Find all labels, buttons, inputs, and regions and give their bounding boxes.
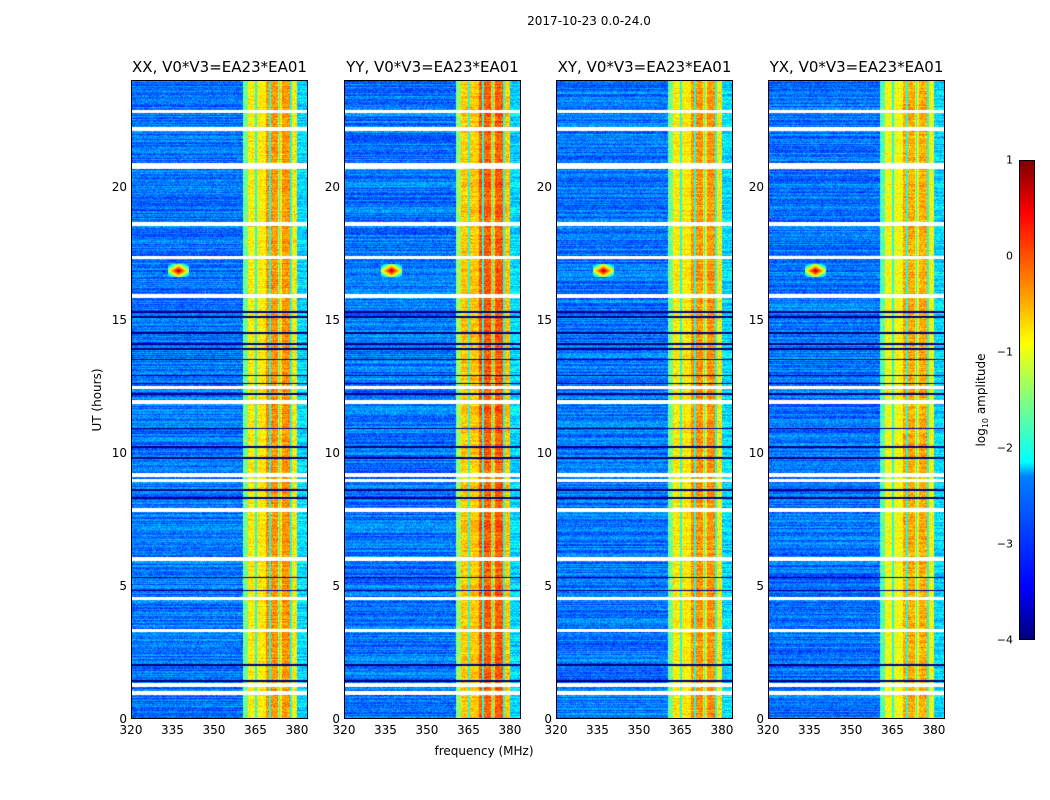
x-tick-label: 335 (798, 723, 821, 737)
y-tick-label: 10 (111, 445, 127, 460)
y-tick-label: 20 (324, 179, 340, 194)
colorbar (1019, 160, 1035, 640)
x-axis-label: frequency (MHz) (434, 744, 534, 758)
x-tick-label: 335 (161, 723, 184, 737)
y-tick-label: 20 (111, 179, 127, 194)
colorbar-label-sub: 10 (981, 417, 991, 429)
colorbar-tick-label: −4 (996, 633, 1013, 647)
y-tick-label: 5 (756, 578, 764, 593)
y-tick-label: 5 (544, 578, 552, 593)
y-tick-label: 5 (119, 578, 127, 593)
y-tick-label: 0 (544, 712, 552, 726)
y-tick-label: 10 (748, 445, 764, 460)
y-tick-label: 0 (756, 712, 764, 726)
spectrogram-panel (344, 80, 521, 719)
x-tick-label: 320 (119, 723, 143, 737)
panel-title: YX, V0*V3=EA23*EA01 (769, 58, 944, 76)
x-tick-label: 320 (332, 723, 356, 737)
colorbar-tick-label: 1 (1006, 153, 1013, 167)
x-tick-label: 365 (244, 723, 267, 737)
spectrogram-panel (556, 80, 733, 719)
x-tick-label: 365 (457, 723, 480, 737)
y-tick-label: 15 (111, 312, 127, 327)
x-tick-label: 380 (285, 723, 309, 737)
x-tick-label: 320 (756, 723, 780, 737)
x-tick-label: 335 (374, 723, 397, 737)
panel-title: XY, V0*V3=EA23*EA01 (557, 58, 732, 76)
x-tick-label: 350 (627, 723, 651, 737)
y-tick-label: 20 (536, 179, 552, 194)
x-tick-label: 320 (544, 723, 568, 737)
x-tick-label: 350 (839, 723, 863, 737)
spectrogram-heatmap (345, 81, 520, 718)
y-tick-label: 5 (332, 578, 340, 593)
colorbar-tick-label: −1 (996, 345, 1013, 359)
spectrogram-panel (131, 80, 308, 719)
y-tick-label: 10 (536, 445, 552, 460)
x-tick-label: 365 (669, 723, 692, 737)
colorbar-tick-label: −2 (996, 441, 1013, 455)
x-tick-label: 380 (710, 723, 734, 737)
x-tick-label: 380 (922, 723, 946, 737)
x-tick-label: 380 (498, 723, 522, 737)
panel-title: XX, V0*V3=EA23*EA01 (132, 58, 307, 76)
x-tick-label: 335 (586, 723, 609, 737)
y-axis-label: UT (hours) (90, 368, 104, 432)
spectrogram-heatmap (557, 81, 732, 718)
colorbar-tick-label: 0 (1006, 249, 1013, 263)
y-tick-label: 0 (332, 712, 340, 726)
y-tick-label: 10 (324, 445, 340, 460)
colorbar-tick-label: −3 (996, 537, 1013, 551)
y-tick-label: 20 (748, 179, 764, 194)
y-tick-label: 15 (536, 312, 552, 327)
y-tick-label: 0 (119, 712, 127, 726)
spectrogram-panel (768, 80, 945, 719)
spectrogram-heatmap (769, 81, 944, 718)
colorbar-label-suffix: amplitude (973, 353, 988, 418)
colorbar-label: log10 amplitude (974, 354, 990, 447)
figure-title: 2017-10-23 0.0-24.0 (527, 14, 651, 28)
y-tick-label: 15 (324, 312, 340, 327)
panel-title: YY, V0*V3=EA23*EA01 (346, 58, 519, 76)
y-tick-label: 15 (748, 312, 764, 327)
x-tick-label: 365 (881, 723, 904, 737)
x-tick-label: 350 (415, 723, 439, 737)
spectrogram-heatmap (132, 81, 307, 718)
x-tick-label: 350 (202, 723, 226, 737)
